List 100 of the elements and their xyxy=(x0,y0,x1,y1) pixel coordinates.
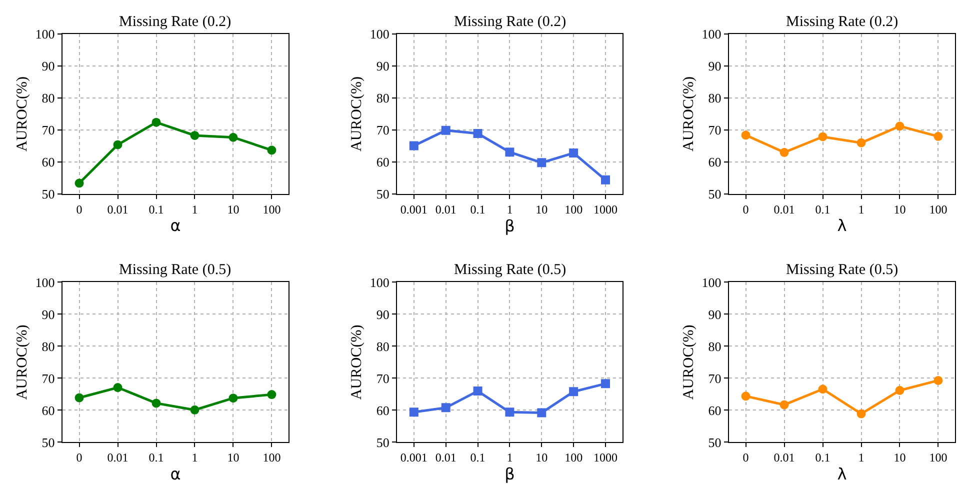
y-tick-label: 70 xyxy=(708,122,722,138)
y-tick-label: 50 xyxy=(708,434,722,450)
point xyxy=(600,175,610,184)
chart-title: Missing Rate (0.2) xyxy=(454,14,566,30)
point xyxy=(267,390,276,400)
x-tick-label: 1 xyxy=(506,450,513,465)
x-tick-label: 0.1 xyxy=(815,450,830,465)
y-tick-label: 50 xyxy=(708,186,722,202)
point xyxy=(441,126,450,135)
y-tick-label: 70 xyxy=(708,370,722,386)
x-tick-label: 100 xyxy=(262,450,281,465)
x-tick-label: 1 xyxy=(192,450,198,465)
y-tick-label: 80 xyxy=(42,338,55,354)
point xyxy=(600,379,610,388)
point xyxy=(152,398,161,408)
point xyxy=(228,394,238,403)
chart-title: Missing Rate (0.5) xyxy=(454,262,566,278)
y-tick-label: 50 xyxy=(42,434,55,450)
y-tick-label: 70 xyxy=(42,122,55,138)
point xyxy=(473,386,482,396)
point xyxy=(856,138,866,148)
y-tick-label: 60 xyxy=(42,154,55,170)
point xyxy=(934,376,943,385)
y-tick-label: 60 xyxy=(708,154,722,170)
x-tick-label: 100 xyxy=(929,450,948,465)
y-tick-label: 50 xyxy=(376,186,390,202)
x-axis-title: β xyxy=(504,216,515,236)
x-tick-label: 0.1 xyxy=(148,202,164,216)
x-tick-label: 1 xyxy=(858,202,864,216)
y-tick-label: 100 xyxy=(35,274,55,290)
x-tick-label: 1 xyxy=(192,202,198,216)
y-tick-label: 80 xyxy=(42,90,55,106)
x-axis-title: β xyxy=(504,464,515,484)
chart-title: Missing Rate (0.5) xyxy=(786,262,898,278)
y-tick-label: 90 xyxy=(376,58,390,74)
point xyxy=(741,392,750,401)
point xyxy=(934,132,943,141)
point xyxy=(818,384,828,394)
point xyxy=(569,148,578,158)
x-tick-label: 10 xyxy=(227,202,240,216)
y-axis-title: AUROC(%) xyxy=(349,324,366,400)
x-tick-label: 0.01 xyxy=(774,202,795,216)
point xyxy=(895,122,904,131)
point xyxy=(152,118,161,127)
y-tick-label: 50 xyxy=(42,186,55,202)
x-tick-label: 0 xyxy=(76,202,82,216)
y-tick-label: 70 xyxy=(376,122,390,138)
x-tick-label: 0.01 xyxy=(107,450,128,465)
x-axis-title: α xyxy=(170,464,181,484)
y-tick-label: 90 xyxy=(376,306,390,322)
y-tick-label: 60 xyxy=(42,402,55,418)
chart-title: Missing Rate (0.2) xyxy=(119,14,232,30)
point xyxy=(780,400,789,410)
point xyxy=(228,132,238,142)
x-tick-label: 0.01 xyxy=(774,450,795,465)
y-tick-label: 60 xyxy=(708,402,722,418)
x-tick-label: 100 xyxy=(929,202,948,216)
x-tick-label: 0.01 xyxy=(435,450,456,465)
x-tick-label: 1 xyxy=(858,450,864,465)
x-tick-label: 0 xyxy=(76,450,82,465)
y-tick-label: 100 xyxy=(35,26,55,42)
x-tick-label: 1000 xyxy=(593,450,618,465)
x-tick-label: 10 xyxy=(227,450,240,465)
point xyxy=(505,148,514,157)
x-tick-label: 0 xyxy=(742,450,749,465)
y-tick-label: 90 xyxy=(708,58,722,74)
y-tick-label: 100 xyxy=(370,274,390,290)
point xyxy=(505,408,514,417)
x-tick-label: 0.01 xyxy=(107,202,128,216)
y-tick-label: 80 xyxy=(376,90,390,106)
x-tick-label: 0 xyxy=(742,202,749,216)
point xyxy=(569,387,578,396)
point xyxy=(409,141,418,150)
point xyxy=(473,129,482,138)
x-tick-label: 1000 xyxy=(593,202,618,216)
x-tick-label: 0.1 xyxy=(470,450,486,465)
y-tick-label: 60 xyxy=(376,154,390,170)
x-tick-label: 10 xyxy=(894,202,906,216)
point xyxy=(895,386,904,395)
y-axis-title: AUROC(%) xyxy=(14,324,30,400)
point xyxy=(74,393,84,402)
y-axis-title: AUROC(%) xyxy=(349,76,366,152)
x-tick-label: 10 xyxy=(536,202,548,216)
point xyxy=(818,132,828,142)
point xyxy=(267,146,276,155)
x-tick-label: 100 xyxy=(564,202,583,216)
chart-title: Missing Rate (0.5) xyxy=(119,262,232,278)
x-tick-label: 0.001 xyxy=(400,202,428,216)
x-tick-label: 0.01 xyxy=(435,202,456,216)
point xyxy=(780,148,789,157)
point xyxy=(409,408,418,417)
point xyxy=(537,408,546,418)
y-tick-label: 50 xyxy=(376,434,390,450)
y-tick-label: 90 xyxy=(42,58,55,74)
point xyxy=(190,405,200,414)
chart-title: Missing Rate (0.2) xyxy=(786,14,898,30)
y-tick-label: 80 xyxy=(376,338,390,354)
y-tick-label: 70 xyxy=(376,370,390,386)
y-axis-title: AUROC(%) xyxy=(680,324,697,400)
point xyxy=(741,130,750,140)
